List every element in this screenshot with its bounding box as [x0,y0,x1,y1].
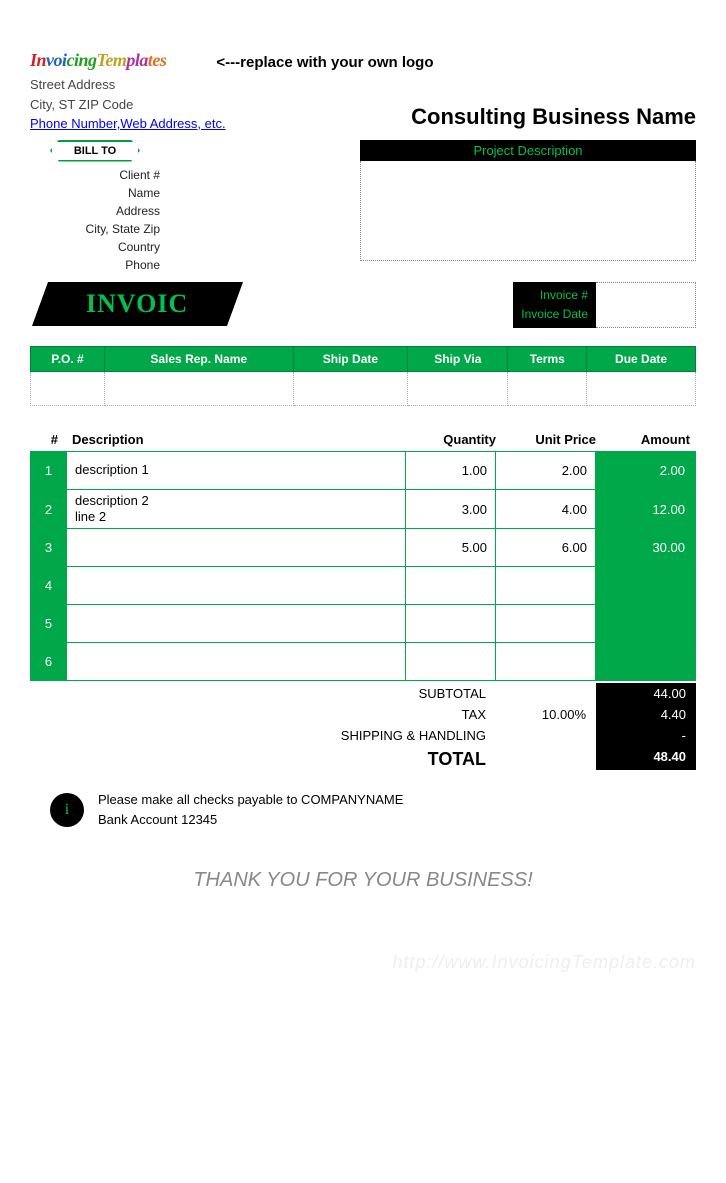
item-qty[interactable]: 5.00 [406,529,496,567]
po-header: Ship Date [293,346,408,371]
items-header: # Description Quantity Unit Price Amount [30,432,696,451]
item-desc[interactable] [67,567,406,605]
billto-address-label: Address [30,204,170,218]
po-cell[interactable] [408,371,508,405]
project-description-box: Project Description [360,140,696,261]
po-cell[interactable] [104,371,293,405]
info-line2: Bank Account 12345 [98,810,403,830]
item-qty[interactable] [406,567,496,605]
billto-tag: BILL TO [50,140,140,162]
item-row: 2description 2line 23.004.0012.00 [31,489,696,529]
ship-value: - [596,725,696,746]
billto-name-label: Name [30,186,170,200]
item-row: 3 5.006.0030.00 [31,529,696,567]
billto-phone-label: Phone [30,258,170,272]
logo: InvoicingTemplates [30,50,166,71]
item-price[interactable] [496,605,596,643]
po-cell[interactable] [293,371,408,405]
invoice-banner: INVOIC [32,282,243,326]
item-qty[interactable] [406,643,496,681]
tax-rate: 10.00% [496,704,596,725]
item-amount: 12.00 [596,489,696,529]
po-header: Due Date [587,346,696,371]
header: InvoicingTemplates <---replace with your… [30,50,696,71]
totals: SUBTOTAL 44.00 TAX 10.00% 4.40 SHIPPING … [30,683,696,770]
po-cell[interactable] [587,371,696,405]
po-cell[interactable] [31,371,105,405]
items-col-qty: Quantity [406,432,496,447]
item-row: 1description 11.002.002.00 [31,451,696,489]
item-num: 2 [31,489,67,529]
item-num: 6 [31,643,67,681]
invoice-meta-values[interactable] [596,282,696,328]
subtotal-value: 44.00 [596,683,696,704]
tax-value: 4.40 [596,704,696,725]
items-col-num: # [30,432,66,447]
contact-link[interactable]: Phone Number,Web Address, etc. [30,116,226,131]
item-row: 5 [31,605,696,643]
payment-info: i Please make all checks payable to COMP… [50,790,696,829]
item-amount: 2.00 [596,451,696,489]
project-header: Project Description [360,140,696,161]
logo-note: <---replace with your own logo [216,54,433,71]
item-desc[interactable]: description 2line 2 [67,489,406,529]
item-desc[interactable] [67,605,406,643]
item-desc[interactable] [67,643,406,681]
item-amount: 30.00 [596,529,696,567]
item-desc[interactable]: description 1 [67,451,406,489]
ship-label: SHIPPING & HANDLING [30,725,496,746]
street: Street Address [30,75,696,95]
total-value: 48.40 [596,746,696,770]
po-cell[interactable] [508,371,587,405]
billto-csz-label: City, State Zip [30,222,170,236]
item-row: 4 [31,567,696,605]
items-col-price: Unit Price [496,432,596,447]
item-qty[interactable]: 1.00 [406,451,496,489]
item-amount [596,643,696,681]
billto-section: BILL TO Client # Name Address City, Stat… [30,140,330,276]
billto-country-label: Country [30,240,170,254]
po-header: Terms [508,346,587,371]
po-header: Sales Rep. Name [104,346,293,371]
item-row: 6 [31,643,696,681]
po-table: P.O. # Sales Rep. Name Ship Date Ship Vi… [30,346,696,406]
items-col-amt: Amount [596,432,696,447]
subtotal-label: SUBTOTAL [30,683,496,704]
invoice-meta: Invoice # Invoice Date [513,282,696,328]
item-num: 5 [31,605,67,643]
item-num: 4 [31,567,67,605]
items-col-desc: Description [66,432,406,447]
item-amount [596,605,696,643]
item-qty[interactable] [406,605,496,643]
info-icon: i [50,793,84,827]
item-amount [596,567,696,605]
thanks-message: THANK YOU FOR YOUR BUSINESS! [30,869,696,892]
item-qty[interactable]: 3.00 [406,489,496,529]
watermark: http://www.InvoicingTemplate.com [30,952,696,973]
po-header: Ship Via [408,346,508,371]
item-desc[interactable] [67,529,406,567]
info-line1: Please make all checks payable to COMPAN… [98,790,403,810]
project-body[interactable] [360,161,696,261]
tax-label: TAX [30,704,496,725]
item-price[interactable]: 6.00 [496,529,596,567]
items-table: 1description 11.002.002.002description 2… [30,451,696,682]
po-header: P.O. # [31,346,105,371]
item-price[interactable]: 2.00 [496,451,596,489]
total-label: TOTAL [30,746,496,770]
invoice-date-label: Invoice Date [521,305,588,324]
item-price[interactable] [496,567,596,605]
item-price[interactable] [496,643,596,681]
item-num: 3 [31,529,67,567]
billto-client-label: Client # [30,168,170,182]
item-num: 1 [31,451,67,489]
invoice-num-label: Invoice # [521,286,588,305]
item-price[interactable]: 4.00 [496,489,596,529]
